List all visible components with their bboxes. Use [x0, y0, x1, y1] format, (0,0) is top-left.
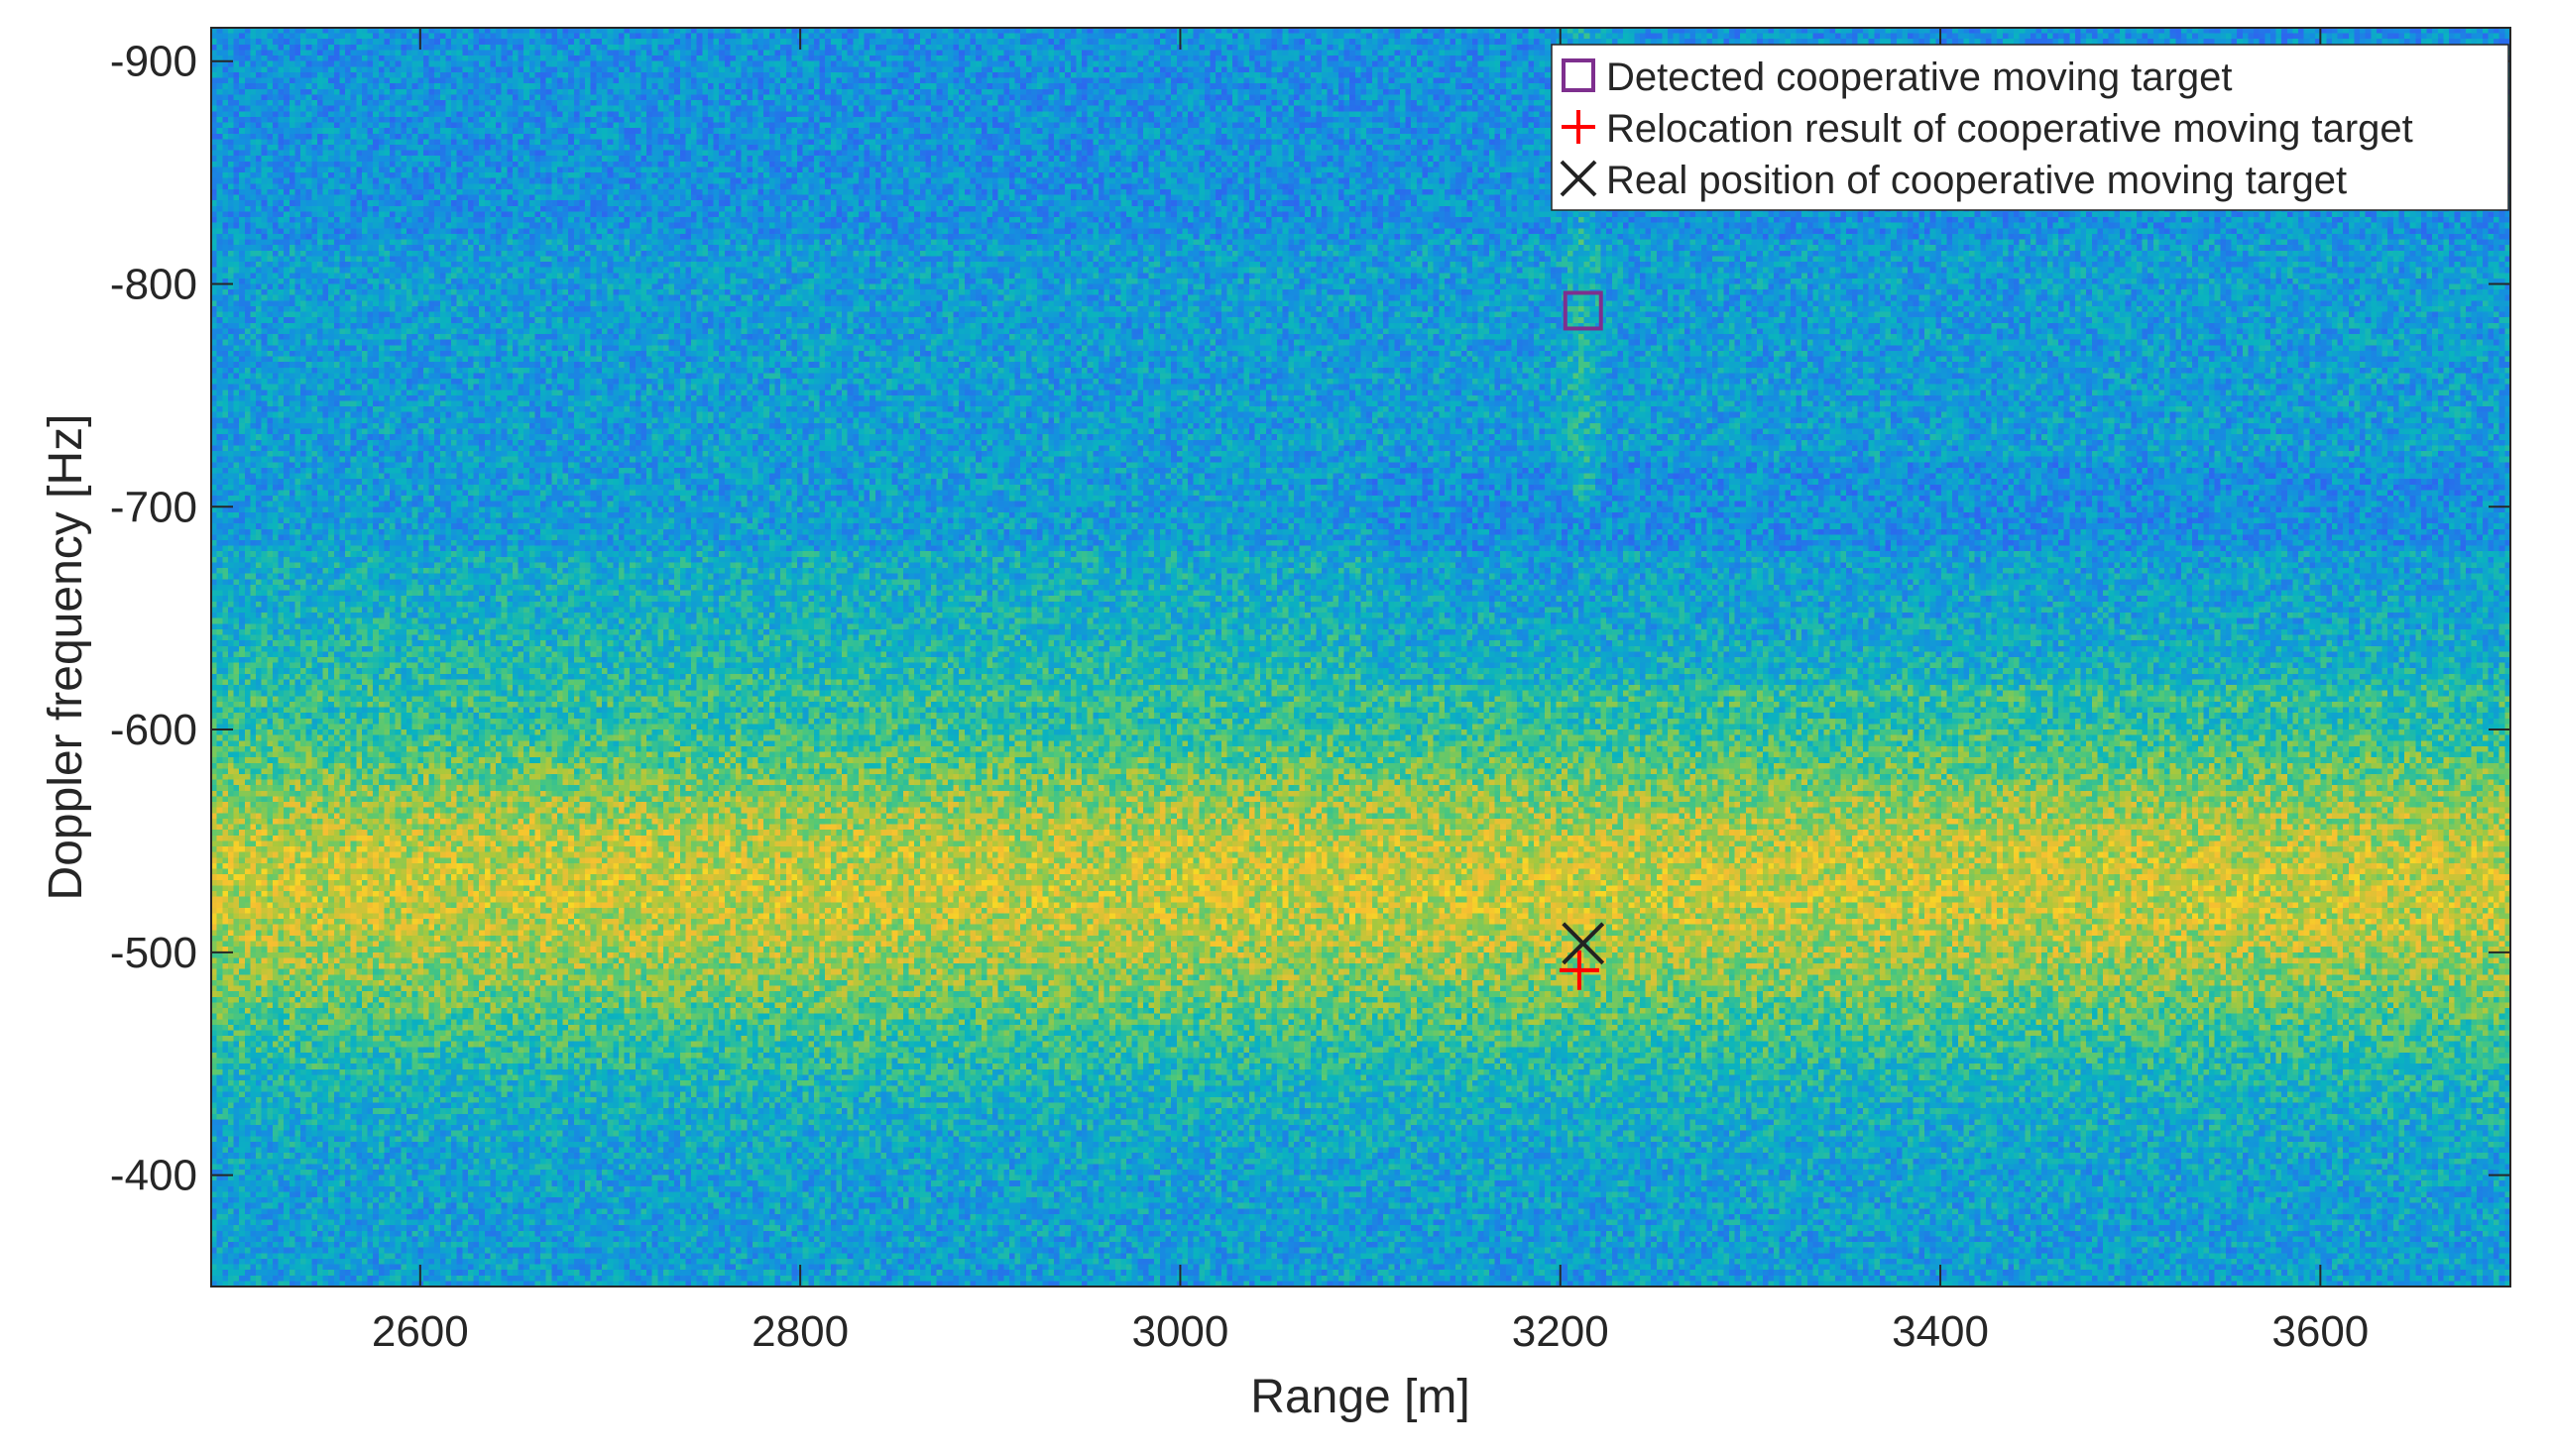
y-tick-label: -700 [110, 483, 197, 531]
relocation-result-marker [1559, 950, 1599, 990]
x-tick-label: 3000 [1131, 1307, 1228, 1356]
y-tick-label: -600 [110, 706, 197, 754]
x-tick-label: 3400 [1892, 1307, 1989, 1356]
legend-real-position-marker [1560, 160, 1597, 197]
legend-detected-label: Detected cooperative moving target [1606, 56, 2232, 99]
legend-real-position-label: Real position of cooperative moving targ… [1606, 159, 2347, 202]
real-position-marker [1562, 922, 1605, 965]
heatmap-image [211, 28, 2510, 1287]
y-tick-label: -800 [110, 260, 197, 308]
x-tick-label: 3600 [2271, 1307, 2369, 1356]
x-tick-label: 3200 [1512, 1307, 1609, 1356]
x-axis-label: Range [m] [1250, 1371, 1469, 1423]
x-axis: 2600 2800 3000 3200 3400 3600 [372, 28, 2369, 1356]
legend-relocation-label: Relocation result of cooperative moving … [1606, 107, 2413, 151]
detected-target-marker [1563, 290, 1603, 331]
y-tick-label: -900 [110, 38, 197, 86]
y-tick-label: -400 [110, 1152, 197, 1200]
x-tick-label: 2600 [372, 1307, 469, 1356]
legend-detected-marker [1562, 58, 1595, 92]
y-axis: -900 -800 -700 -600 -500 -400 [110, 38, 2510, 1200]
plot-frame [210, 27, 2511, 1288]
y-tick-label: -500 [110, 929, 197, 977]
y-axis-label: Doppler frequency [Hz] [40, 414, 92, 901]
x-tick-label: 2800 [752, 1307, 849, 1356]
legend: Detected cooperative moving target Reloca… [1551, 44, 2509, 211]
legend-box [1551, 44, 2509, 211]
legend-relocation-marker [1562, 110, 1595, 144]
target-markers [1559, 290, 1605, 990]
